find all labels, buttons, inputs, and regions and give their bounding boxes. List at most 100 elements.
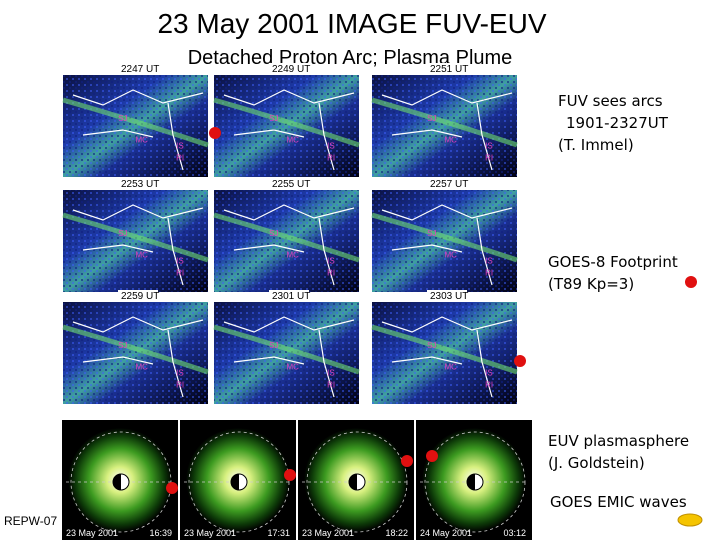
red-dot	[514, 355, 526, 367]
timestamp-bg	[269, 178, 309, 190]
coastline	[381, 89, 513, 171]
fuv-texture	[372, 190, 517, 292]
timestamp: 2255 UT	[272, 179, 310, 190]
timestamp-bg	[269, 290, 309, 302]
timestamp-bg	[269, 63, 309, 75]
map-label: RI	[327, 154, 335, 163]
map-label: SJ	[269, 114, 278, 123]
timestamp: 2301 UT	[272, 291, 310, 302]
fuv-texture	[63, 302, 208, 404]
map-label: IS	[485, 256, 493, 265]
map-label: RI	[176, 269, 184, 278]
map-label: SJ	[118, 341, 127, 350]
map-label: IS	[327, 141, 335, 150]
coastline	[223, 204, 355, 286]
map-label: SJ	[118, 229, 127, 238]
fuv-panel: 2249 UT SJ MC IS RI	[213, 63, 360, 177]
map-label: MC	[445, 135, 458, 144]
map-label: RI	[327, 381, 335, 390]
fuv-panel: 2303 UT SJ MC IS RI	[371, 290, 518, 404]
coastline	[223, 316, 355, 398]
fuv-panel: 2257 UT SJ MC IS RI	[371, 178, 518, 292]
fuv-arc	[213, 97, 360, 148]
fuv-panel: 2255 UT SJ MC IS RI	[213, 178, 360, 292]
fuv-texture	[372, 75, 517, 177]
euv-time: 18:22	[385, 528, 408, 538]
timestamp-bg	[427, 63, 467, 75]
map-label: MC	[287, 250, 300, 259]
note-line: 1901-2327UT	[566, 114, 669, 132]
euv-time: 17:31	[267, 528, 290, 538]
fuv-texture	[214, 302, 359, 404]
map-label: SJ	[269, 341, 278, 350]
map-label: SJ	[118, 114, 127, 123]
fuv-arc	[62, 324, 209, 375]
timestamp: 2259 UT	[121, 291, 159, 302]
map-label: IS	[176, 256, 184, 265]
fuv-grid: 2247 UT SJ MC IS RI 2249 UT SJ MC IS RI 2251 UT SJ M…	[62, 63, 518, 404]
fuv-arc	[62, 97, 209, 148]
map-label: MC	[287, 362, 300, 371]
map-label: IS	[176, 141, 184, 150]
euv-time: 03:12	[503, 528, 526, 538]
map-label: RI	[485, 269, 493, 278]
euv-date: 24 May 2001	[420, 528, 472, 538]
timestamp: 2253 UT	[121, 179, 159, 190]
euv-panel: 24 May 2001 03:12	[416, 420, 532, 540]
euv-date: 23 May 2001	[184, 528, 236, 538]
earth-night	[467, 474, 475, 490]
fuv-arc	[371, 97, 518, 148]
coastline	[72, 204, 204, 286]
note-line: (J. Goldstein)	[548, 454, 645, 472]
euv-row: 23 May 2001 16:39 23 May 2001 17:31 23 May 2…	[62, 420, 532, 540]
fuv-texture	[63, 75, 208, 177]
red-dot	[284, 469, 296, 481]
map-label: RI	[327, 269, 335, 278]
note-line: EUV plasmasphere	[548, 432, 689, 450]
map-label: SJ	[427, 229, 436, 238]
map-label: MC	[136, 362, 149, 371]
timestamp-bg	[427, 290, 467, 302]
red-dot	[685, 276, 697, 288]
earth-night	[231, 474, 239, 490]
timestamp-bg	[118, 290, 158, 302]
fuv-panel: 2253 UT SJ MC IS RI	[62, 178, 209, 292]
map-label: RI	[485, 154, 493, 163]
coastline	[381, 204, 513, 286]
red-dot	[166, 482, 178, 494]
timestamp-bg	[427, 178, 467, 190]
note-line: FUV sees arcs	[558, 92, 663, 110]
red-dot	[426, 450, 438, 462]
map-label: MC	[445, 250, 458, 259]
map-label: MC	[287, 135, 300, 144]
euv-date: 23 May 2001	[66, 528, 118, 538]
map-label: IS	[485, 368, 493, 377]
timestamp-bg	[118, 178, 158, 190]
red-dot	[209, 127, 221, 139]
timestamp: 2251 UT	[430, 64, 468, 75]
timestamp: 2303 UT	[430, 291, 468, 302]
timestamp: 2257 UT	[430, 179, 468, 190]
earth-night	[349, 474, 357, 490]
map-label: SJ	[269, 229, 278, 238]
fuv-arc	[213, 212, 360, 263]
earth-night	[113, 474, 121, 490]
yellow-marker	[677, 513, 703, 527]
note-line: GOES-8 Footprint	[548, 253, 678, 271]
fuv-arc	[62, 212, 209, 263]
map-label: MC	[445, 362, 458, 371]
map-label: RI	[485, 381, 493, 390]
fuv-texture	[63, 190, 208, 292]
fuv-arc	[213, 324, 360, 375]
note-line: GOES EMIC waves	[550, 493, 687, 511]
map-label: IS	[485, 141, 493, 150]
euv-panel: 23 May 2001 18:22	[298, 420, 414, 540]
fuv-texture	[372, 302, 517, 404]
fuv-panel: 2247 UT SJ MC IS RI	[62, 63, 209, 177]
map-label: IS	[327, 256, 335, 265]
coastline	[381, 316, 513, 398]
notes: FUV sees arcs 1901-2327UT (T. Immel) GOES-8…	[548, 92, 689, 511]
footer: REPW-07	[4, 514, 57, 528]
fuv-arc	[371, 212, 518, 263]
